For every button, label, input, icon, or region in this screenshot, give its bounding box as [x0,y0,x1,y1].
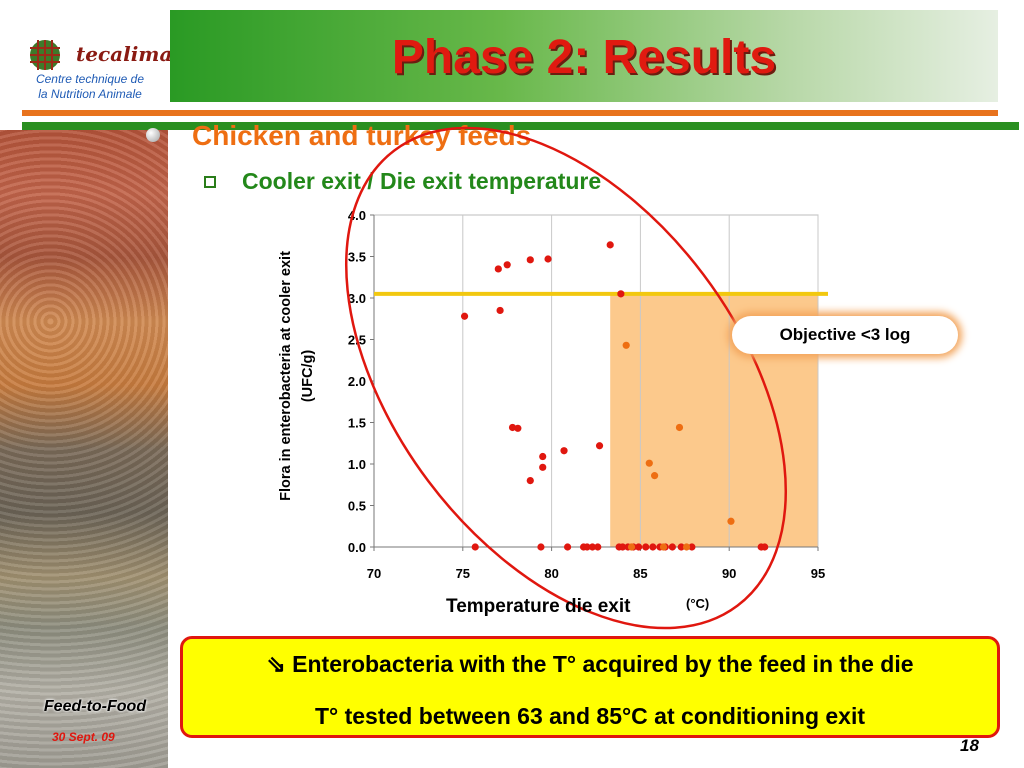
company-logo: tecaliman Centre technique de la Nutriti… [10,30,187,110]
title-banner: Phase 2: Results [170,10,998,102]
data-point [649,543,657,551]
data-point [659,543,668,551]
data-point [508,423,517,432]
data-point [503,261,511,269]
page-number: 18 [960,736,979,755]
y-axis-title-line2: (UFC/g) [300,349,316,403]
conclusion-line2: T° tested between 63 and 85°C at conditi… [314,703,866,729]
data-point [494,265,502,273]
x-tick-label: 85 [633,566,647,581]
data-point [539,452,547,461]
highlight-ellipse [345,126,787,630]
checkbox-bullet-icon [204,176,216,188]
conclusion-line1: ⇘ Enterobacteria with the T° acquired by… [266,651,914,677]
bullet-dot-icon [146,128,160,142]
data-point [619,543,627,551]
data-point [677,543,685,551]
data-point [675,423,684,432]
data-point [537,543,545,551]
x-tick-label: 90 [722,566,736,581]
data-point [617,290,625,298]
data-point [622,341,630,349]
y-tick-label: 2.0 [348,374,366,389]
bullet-heading: Chicken and turkey feeds [192,120,532,151]
data-point [560,447,568,455]
data-point [595,442,604,450]
data-point [460,312,469,320]
data-point [688,543,696,551]
logo-subtitle: Centre technique de la Nutrition Animale [10,72,170,102]
logo-subtitle-line1: Centre technique de [35,72,145,86]
data-point [651,472,659,480]
orange-divider [22,110,998,116]
scatter-chart: 0.00.51.01.52.02.53.03.54.070 75 80 85 90 95 [345,126,828,630]
y-tick-label: 0.0 [348,540,366,555]
sidebar-texture [0,130,168,768]
data-point [539,463,547,471]
x-axis-unit: (°C) [686,596,710,611]
data-point [627,543,636,551]
data-point [642,543,650,551]
y-axis-title: Flora in enterobacteria at cooler exit (… [275,216,325,536]
data-point [544,255,552,263]
x-axis-title: Temperature die exit [446,596,631,617]
sub-bullet-heading: Cooler exit / Die exit temperature [242,168,602,194]
data-point [496,306,504,315]
logo-brand-text: tecaliman [76,42,187,66]
logo-subtitle-line2: la Nutrition Animale [38,87,142,101]
objective-callout: Objective <3 log [732,316,958,354]
data-point [761,543,769,551]
x-tick-label: 70 [367,566,381,581]
y-tick-label: 3.0 [348,291,366,306]
x-tick-label: 75 [456,566,470,581]
data-point [471,543,479,551]
green-divider [22,122,1019,130]
data-point [588,543,597,551]
data-point [727,517,735,525]
data-point [594,543,602,551]
data-point [635,543,643,551]
y-tick-label: 0.5 [348,499,366,514]
data-point [514,424,522,432]
y-tick-label: 1.0 [348,457,366,472]
conclusion-box: ⇘ Enterobacteria with the T° acquired by… [180,636,1000,738]
footer-brand: Feed-to-Food [43,698,147,715]
y-tick-label: 3.5 [348,250,366,265]
footer-date: 30 Sept. 09 [52,730,115,744]
x-tick-label: 95 [811,566,825,581]
data-point [645,459,653,467]
globe-icon [30,40,60,70]
data-point [526,477,534,485]
data-point [606,241,614,249]
data-point [583,543,591,551]
data-point [526,256,534,264]
x-tick-label: 80 [544,566,558,581]
decorative-feed-sidebar [0,130,168,768]
y-axis-title-line1: Flora in enterobacteria at cooler exit [278,251,294,501]
data-point [563,543,572,551]
data-point [682,543,691,551]
data-point [668,543,676,551]
y-tick-label: 1.5 [348,416,366,431]
slide-title: Phase 2: Results [391,31,777,84]
